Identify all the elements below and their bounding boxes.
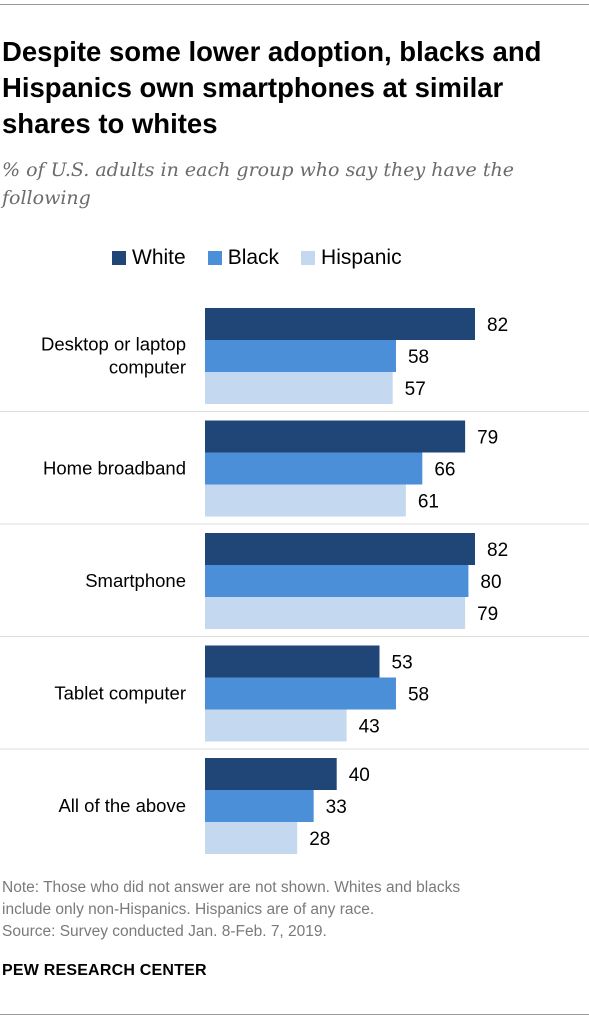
value-label-black-smartphone: 80 <box>480 572 501 593</box>
bar-hispanic-tablet-computer <box>205 709 347 742</box>
bar-white-tablet-computer <box>205 645 380 678</box>
chart-title: Despite some lower adoption, blacks and … <box>2 36 542 139</box>
value-label-hispanic-all-of-the-above: 28 <box>309 829 330 850</box>
legend-item-white: White <box>112 246 186 270</box>
note-line-2: include only non-Hispanics. Hispanics ar… <box>2 901 375 918</box>
value-label-hispanic-tablet-computer: 43 <box>359 717 380 738</box>
bar-black-desktop-or-laptop-computer <box>205 340 396 372</box>
legend-swatch-white <box>112 251 126 265</box>
value-label-black-tablet-computer: 58 <box>408 685 429 706</box>
bar-hispanic-desktop-or-laptop-computer <box>205 372 393 404</box>
legend-label-hispanic: Hispanic <box>321 246 402 269</box>
legend-swatch-hispanic <box>301 251 316 265</box>
footer-brand: PEW RESEARCH CENTER <box>2 962 207 979</box>
bar-black-home-broadband <box>205 452 423 485</box>
legend-item-black: Black <box>207 246 280 270</box>
category-label-smartphone: Smartphone <box>85 570 186 591</box>
chart-notes: Note: Those who did not answer are not s… <box>2 877 582 943</box>
top-rule <box>0 4 589 5</box>
bar-hispanic-smartphone <box>205 597 466 629</box>
bottom-rule <box>0 1014 589 1015</box>
value-label-black-home-broadband: 66 <box>434 460 455 481</box>
bar-white-desktop-or-laptop-computer <box>205 308 475 340</box>
category-label-tablet-computer: Tablet computer <box>54 683 186 704</box>
category-label-all-of-the-above: All of the above <box>58 795 186 816</box>
bar-black-smartphone <box>205 565 469 597</box>
bar-chart: Desktop or laptop computer 82 58 57 Home broa… <box>0 308 589 854</box>
note-line-1: Note: Those who did not answer are not s… <box>2 879 461 896</box>
legend-item-hispanic: Hispanic <box>301 246 402 270</box>
legend-label-black: Black <box>227 246 280 269</box>
value-label-black-desktop-or-laptop-computer: 58 <box>408 347 429 368</box>
legend-label-white: White <box>132 246 186 269</box>
bar-black-tablet-computer <box>205 677 396 710</box>
bar-black-all-of-the-above <box>205 790 314 822</box>
value-label-hispanic-home-broadband: 61 <box>418 492 439 513</box>
value-label-hispanic-smartphone: 79 <box>477 604 498 625</box>
value-label-white-desktop-or-laptop-computer: 82 <box>487 315 508 336</box>
category-label-desktop-or-laptop-computer: Desktop or laptop computer <box>41 334 186 378</box>
bar-white-smartphone <box>205 533 475 565</box>
legend: White Black Hispanic <box>112 244 424 272</box>
bar-white-all-of-the-above <box>205 758 337 790</box>
bar-hispanic-home-broadband <box>205 484 406 517</box>
bar-white-home-broadband <box>205 420 466 453</box>
value-label-white-smartphone: 82 <box>487 540 508 561</box>
value-label-white-all-of-the-above: 40 <box>349 765 370 786</box>
legend-swatch-black <box>207 251 222 265</box>
value-label-black-all-of-the-above: 33 <box>326 797 347 818</box>
value-label-white-tablet-computer: 53 <box>392 653 413 674</box>
value-label-white-home-broadband: 79 <box>477 428 498 449</box>
chart-subtitle: % of U.S. adults in each group who say t… <box>2 159 514 209</box>
value-label-hispanic-desktop-or-laptop-computer: 57 <box>405 379 426 400</box>
bar-hispanic-all-of-the-above <box>205 822 298 854</box>
category-label-home-broadband: Home broadband <box>43 458 186 479</box>
source-line: Source: Survey conducted Jan. 8-Feb. 7, … <box>2 923 327 940</box>
